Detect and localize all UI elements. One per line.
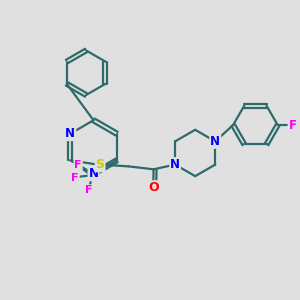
Text: F: F: [74, 160, 82, 170]
Text: O: O: [148, 181, 159, 194]
Text: F: F: [289, 118, 297, 131]
Text: N: N: [210, 135, 220, 148]
Text: N: N: [65, 127, 75, 140]
Text: N: N: [170, 158, 180, 171]
Text: F: F: [85, 185, 92, 195]
Text: S: S: [96, 158, 105, 171]
Text: F: F: [71, 173, 79, 183]
Text: N: N: [88, 167, 98, 180]
